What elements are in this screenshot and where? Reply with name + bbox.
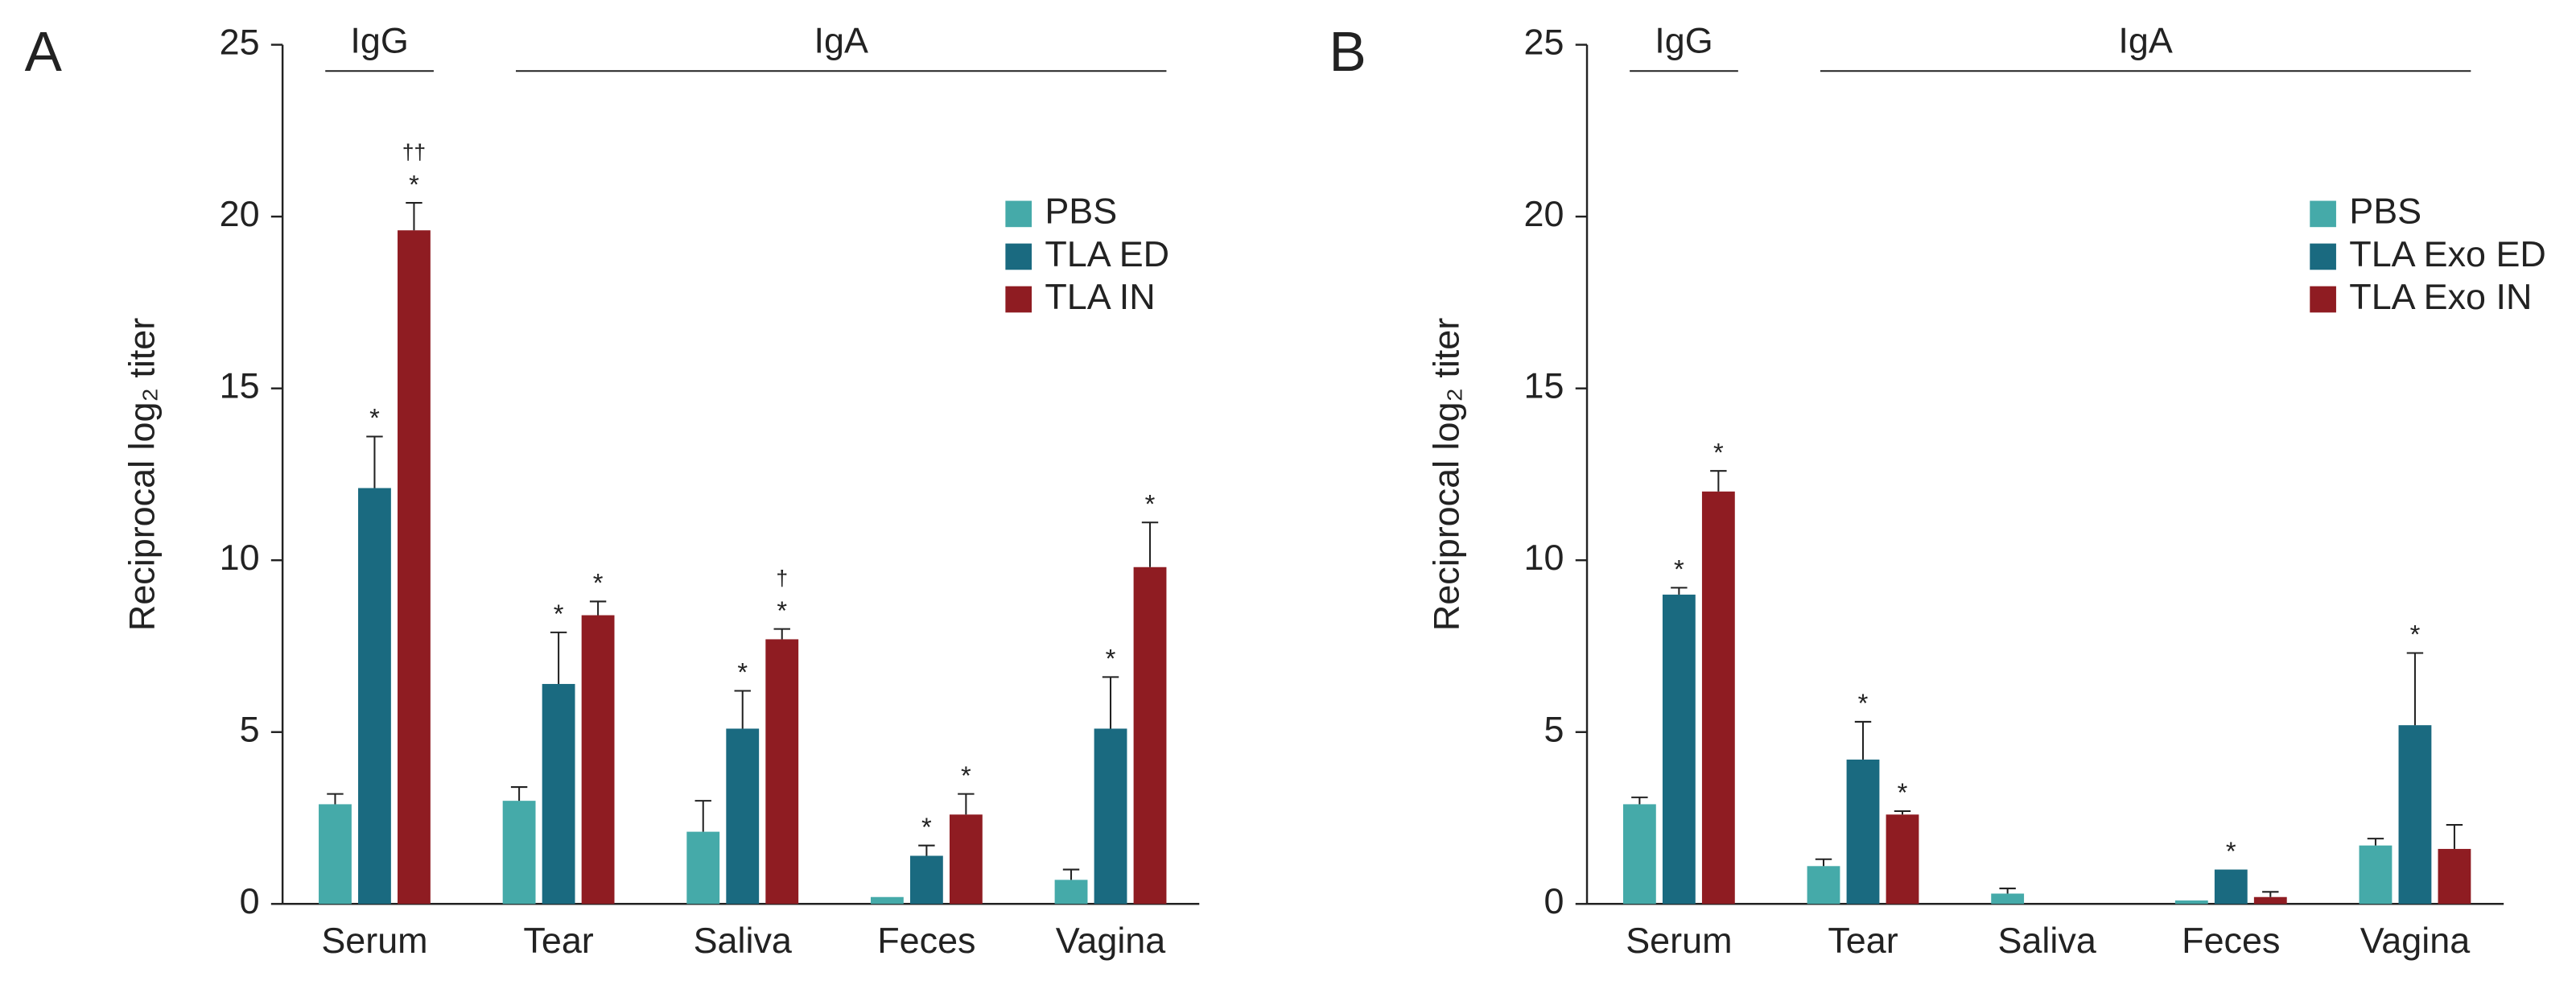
legend-swatch [1005,243,1032,270]
y-tick-label: 20 [220,193,260,234]
y-tick-label: 0 [240,880,260,921]
bar [502,801,536,904]
legend-swatch [1005,286,1032,313]
legend-label: PBS [1045,191,1117,232]
legend-label: TLA Exo ED [2349,233,2546,274]
bar [2174,900,2208,904]
bar [1991,893,2025,904]
significance-mark: * [1106,644,1116,674]
group-label: IgA [2118,19,2172,60]
bar [1886,814,1919,904]
bar [1133,567,1167,904]
y-axis-title: Reciprocal log₂ titer [122,318,163,631]
bar [319,804,352,904]
significance-mark: †† [402,140,427,164]
y-tick-label: 10 [1524,537,1564,578]
bar [2214,869,2248,904]
legend-label: TLA ED [1045,233,1169,274]
bar [1701,491,1735,904]
legend-swatch [2310,286,2336,313]
group-label: IgA [814,19,868,60]
x-tick-label: Tear [523,920,593,961]
bar [2253,896,2287,904]
bar [1807,866,1840,904]
y-tick-label: 10 [220,537,260,578]
legend-label: TLA Exo IN [2349,276,2532,317]
bar [949,814,983,904]
x-tick-label: Feces [2182,920,2280,961]
bar [686,831,720,904]
significance-mark: * [409,169,419,199]
bar [358,488,391,904]
significance-mark: † [776,566,788,590]
legend-swatch [2310,243,2336,270]
group-label: IgG [350,19,408,60]
y-axis-title: Reciprocal log₂ titer [1425,318,1466,631]
panel-label: B [1329,20,1366,83]
bar [1662,594,1696,904]
bar [2398,725,2432,904]
bar [1622,804,1656,904]
bar [2359,845,2393,904]
significance-mark: * [369,403,380,433]
x-tick-label: Serum [1626,920,1732,961]
y-tick-label: 15 [220,365,260,406]
significance-mark: * [1858,688,1869,718]
x-tick-label: Saliva [1997,920,2096,961]
significance-mark: * [554,599,564,628]
y-tick-label: 25 [220,21,260,62]
x-tick-label: Vagina [2360,920,2471,961]
bar [2438,848,2471,904]
bar [581,615,615,904]
x-tick-label: Vagina [1056,920,1166,961]
legend-label: TLA IN [1045,276,1155,317]
y-tick-label: 25 [1524,21,1564,62]
bar [1846,759,1880,904]
significance-mark: * [737,657,748,687]
bar [870,896,904,904]
significance-mark: * [2226,836,2236,866]
bar [398,230,431,904]
significance-mark: * [1898,777,1908,807]
y-tick-label: 5 [240,709,260,750]
bar [909,855,943,904]
y-tick-label: 5 [1544,709,1564,750]
significance-mark: * [1674,554,1684,584]
legend-swatch [2310,200,2336,228]
significance-mark: * [1713,437,1724,467]
x-tick-label: Serum [321,920,427,961]
bar [765,639,799,904]
bar [1054,880,1088,904]
significance-mark: * [593,568,604,598]
bar [726,728,760,904]
bar [1094,728,1127,904]
panel-label: A [25,20,63,83]
y-tick-label: 0 [1544,880,1564,921]
significance-mark: * [961,760,971,790]
y-tick-label: 20 [1524,193,1564,234]
legend-swatch [1005,200,1032,228]
x-tick-label: Saliva [694,920,792,961]
significance-mark: * [777,595,787,625]
x-tick-label: Tear [1828,920,1898,961]
y-tick-label: 15 [1524,365,1564,406]
significance-mark: * [921,812,932,842]
bar [542,683,575,904]
x-tick-label: Feces [877,920,975,961]
significance-mark: * [1145,488,1156,518]
significance-mark: * [2410,620,2421,649]
legend-label: PBS [2349,191,2421,232]
group-label: IgG [1655,19,1713,60]
